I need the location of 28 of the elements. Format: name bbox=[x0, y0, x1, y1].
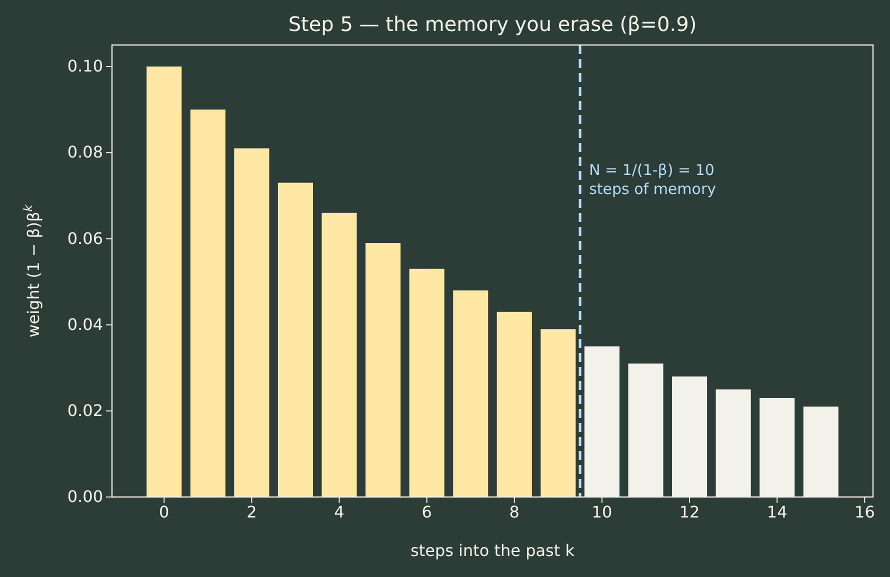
bar bbox=[322, 212, 357, 497]
bar bbox=[409, 268, 444, 497]
bar bbox=[234, 148, 270, 497]
bar bbox=[540, 329, 576, 497]
y-tick-label: 0.04 bbox=[67, 314, 103, 334]
x-tick-label: 0 bbox=[159, 502, 170, 522]
x-tick-label: 6 bbox=[422, 502, 432, 522]
x-tick-label: 4 bbox=[334, 502, 344, 522]
x-tick-label: 2 bbox=[246, 502, 257, 522]
y-tick-label: 0.06 bbox=[67, 228, 103, 248]
chart-title: Step 5 — the memory you erase (β=0.9) bbox=[288, 12, 697, 36]
x-tick-label: 16 bbox=[854, 502, 875, 522]
y-tick-label: 0.00 bbox=[67, 487, 103, 506]
x-tick-label: 14 bbox=[766, 502, 788, 522]
y-tick-label: 0.08 bbox=[67, 142, 103, 162]
x-tick-label: 8 bbox=[509, 502, 520, 522]
bar bbox=[366, 243, 401, 497]
ref-line-label: N = 1/(1-β) = 10 steps of memory bbox=[589, 161, 716, 198]
bar bbox=[278, 182, 313, 497]
y-tick-label: 0.10 bbox=[67, 56, 103, 76]
x-axis-title: steps into the past k bbox=[410, 541, 576, 560]
bar bbox=[146, 66, 182, 497]
bar bbox=[453, 290, 488, 497]
x-tick-label: 10 bbox=[592, 502, 612, 522]
bar bbox=[496, 312, 532, 497]
bar bbox=[190, 110, 226, 497]
y-tick-label: 0.02 bbox=[67, 401, 103, 420]
x-tick-label: 12 bbox=[679, 502, 700, 522]
